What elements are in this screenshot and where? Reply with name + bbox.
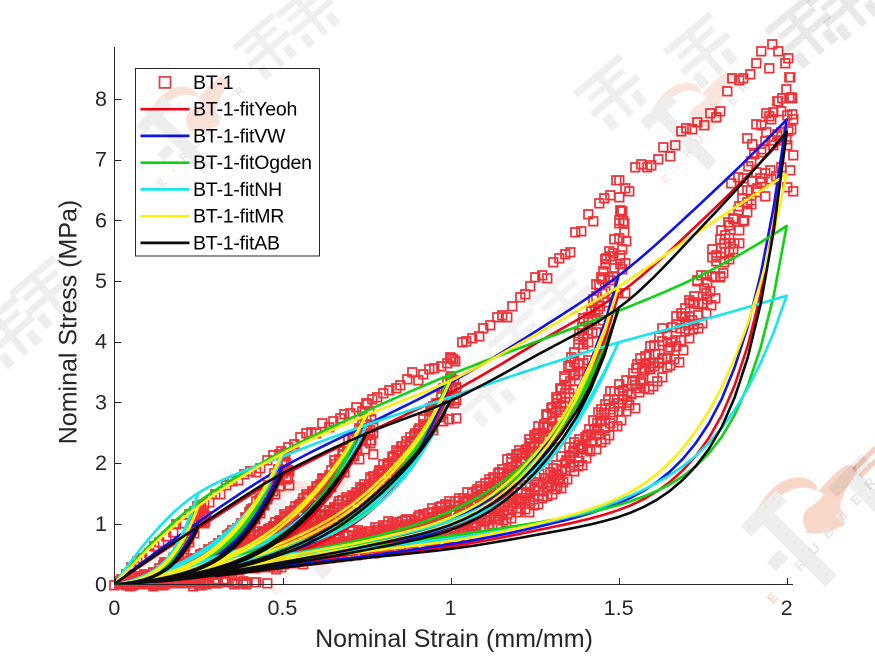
svg-text:0: 0 [95,573,107,597]
svg-text:-: - [168,165,179,176]
svg-text:7: 7 [95,148,107,172]
svg-text:BT-1-fitYeoh: BT-1-fitYeoh [193,99,297,121]
svg-text:Nominal Stress (MPa): Nominal Stress (MPa) [55,200,83,445]
svg-text:0.5: 0.5 [267,596,297,620]
svg-text:BT-1-fitNH: BT-1-fitNH [193,179,282,201]
svg-text:2: 2 [95,451,107,475]
svg-text:1: 1 [95,512,107,536]
svg-text:0: 0 [108,596,120,620]
svg-text:6: 6 [95,208,107,232]
svg-text:BT-1-fitVW: BT-1-fitVW [193,125,286,147]
svg-text:2: 2 [781,596,793,620]
svg-text:1: 1 [445,596,457,620]
svg-text:BT-1-fitOgden: BT-1-fitOgden [193,152,312,174]
svg-text:-: - [672,161,683,172]
svg-text:BT-1-fitMR: BT-1-fitMR [193,206,284,228]
svg-text:1.5: 1.5 [604,596,634,620]
svg-text:BT-1-fitAB: BT-1-fitAB [193,232,280,254]
svg-text:4: 4 [95,330,107,354]
svg-text:8: 8 [95,87,107,111]
svg-text:3: 3 [95,390,107,414]
svg-text:5: 5 [95,269,107,293]
svg-text:Nominal Strain (mm/mm): Nominal Strain (mm/mm) [315,625,593,653]
